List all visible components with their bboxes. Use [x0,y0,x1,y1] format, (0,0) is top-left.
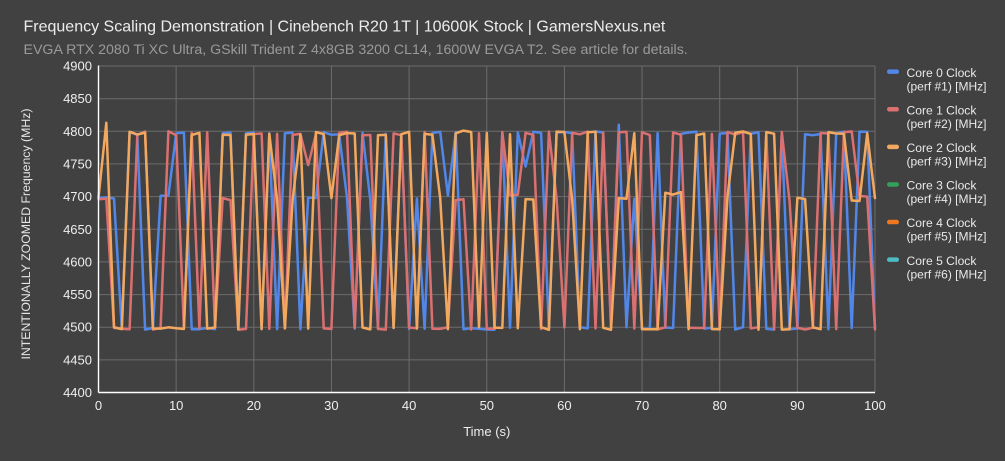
svg-text:20: 20 [247,398,261,413]
svg-text:4600: 4600 [63,254,92,269]
svg-text:4450: 4450 [63,352,92,367]
svg-text:(perf #1) [MHz]: (perf #1) [MHz] [907,79,987,93]
svg-text:10: 10 [169,398,183,413]
svg-text:Time (s): Time (s) [463,424,510,439]
svg-text:(perf #2) [MHz]: (perf #2) [MHz] [907,117,987,131]
svg-text:Core 2 Clock: Core 2 Clock [907,141,978,155]
svg-text:4750: 4750 [63,156,92,171]
svg-text:4650: 4650 [63,222,92,237]
svg-text:0: 0 [95,398,102,413]
svg-text:4550: 4550 [63,287,92,302]
svg-text:50: 50 [480,398,494,413]
svg-text:4400: 4400 [63,385,92,400]
svg-text:EVGA RTX 2080 Ti XC Ultra, GSk: EVGA RTX 2080 Ti XC Ultra, GSkill Triden… [24,42,688,58]
svg-text:Core 1 Clock: Core 1 Clock [907,103,978,117]
svg-text:Core 0 Clock: Core 0 Clock [907,66,978,80]
svg-text:4800: 4800 [63,124,92,139]
svg-text:Frequency Scaling Demonstratio: Frequency Scaling Demonstration | Cinebe… [24,19,666,36]
svg-text:(perf #4) [MHz]: (perf #4) [MHz] [907,192,987,206]
svg-text:4900: 4900 [63,59,92,74]
svg-text:Core 5 Clock: Core 5 Clock [907,254,978,268]
svg-text:4850: 4850 [63,91,92,106]
svg-text:90: 90 [790,398,804,413]
svg-text:30: 30 [324,398,338,413]
svg-text:4700: 4700 [63,189,92,204]
svg-text:(perf #3) [MHz]: (perf #3) [MHz] [907,155,987,169]
svg-text:60: 60 [557,398,571,413]
svg-text:70: 70 [635,398,649,413]
svg-text:40: 40 [402,398,416,413]
svg-text:80: 80 [712,398,726,413]
svg-text:(perf #6) [MHz]: (perf #6) [MHz] [907,267,987,281]
svg-text:(perf #5) [MHz]: (perf #5) [MHz] [907,230,987,244]
svg-text:INTENTIONALLY ZOOMED Frequency: INTENTIONALLY ZOOMED Frequency (MHz) [19,109,33,360]
svg-text:Core 4 Clock: Core 4 Clock [907,216,978,230]
svg-text:4500: 4500 [63,320,92,335]
svg-text:Core 3 Clock: Core 3 Clock [907,179,978,193]
svg-text:100: 100 [864,398,886,413]
